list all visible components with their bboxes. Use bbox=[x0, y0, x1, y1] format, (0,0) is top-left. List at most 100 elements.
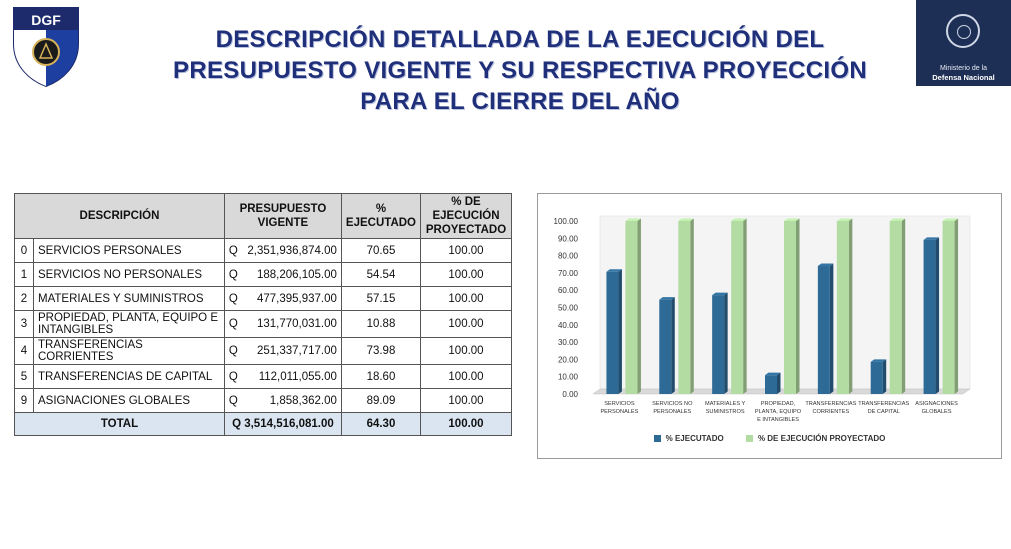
x-category-label: DE CAPITAL bbox=[868, 409, 900, 415]
row-projected-pct: 100.00 bbox=[420, 310, 512, 338]
row-projected-pct: 100.00 bbox=[420, 262, 512, 287]
amount-value: 2,351,936,874.00 bbox=[247, 244, 337, 257]
header-ejecutado: % EJECUTADO bbox=[340, 193, 422, 239]
bar-proyectado-top bbox=[678, 218, 694, 221]
row-projected-pct: 100.00 bbox=[420, 388, 512, 413]
table-header-row: DESCRIPCIÓN PRESUPUESTO VIGENTE % EJECUT… bbox=[14, 193, 512, 239]
row-number: 2 bbox=[14, 286, 34, 311]
bar-proyectado bbox=[889, 221, 902, 394]
currency-symbol: Q bbox=[228, 292, 238, 305]
amount-value: 477,395,937.00 bbox=[256, 292, 337, 305]
y-tick-label: 100.00 bbox=[554, 217, 579, 226]
row-amount: Q 251,337,717.00 bbox=[223, 337, 342, 365]
page-title: DESCRIPCIÓN DETALLADA DE LA EJECUCIÓN DE… bbox=[173, 26, 867, 115]
bar-ejecutado-top bbox=[870, 359, 887, 362]
chart-svg: 0.00 10.00 20.00 30.00 40.00 50.00 60.00 70.00 8… bbox=[554, 215, 971, 423]
bar-proyectado bbox=[836, 221, 849, 394]
table-row: 0 SERVICIOS PERSONALES Q 2,351,936,874.00 70… bbox=[14, 238, 512, 263]
bar-ejecutado-side bbox=[671, 297, 675, 394]
bar-ejecutado bbox=[765, 375, 777, 394]
row-amount: Q 2,351,936,874.00 bbox=[223, 238, 342, 263]
table-row: 9 ASIGNACIONES GLOBALES Q 1,858,362.00 89.09… bbox=[14, 388, 512, 413]
row-description: MATERIALES Y SUMINISTROS bbox=[33, 286, 225, 311]
header-descripcion: DESCRIPCIÓN bbox=[14, 193, 225, 239]
x-category-label: TRANSFERENCIAS bbox=[858, 401, 909, 407]
bar-proyectado-top bbox=[942, 218, 959, 221]
x-category-label: CORRIENTES bbox=[813, 409, 850, 415]
row-executed-pct: 18.60 bbox=[340, 364, 422, 389]
x-category-label: TRANSFERENCIAS bbox=[805, 401, 856, 407]
y-tick-label: 20.00 bbox=[558, 355, 579, 364]
bar-proyectado bbox=[784, 221, 796, 394]
row-number: 3 bbox=[14, 310, 34, 338]
bar-proyectado-top bbox=[731, 218, 747, 221]
bar-proyectado-top bbox=[836, 218, 853, 221]
currency-symbol: Q bbox=[228, 244, 238, 257]
legend-item-proyectado: % DE EJECUCIÓN PROYECTADO bbox=[745, 434, 886, 443]
budget-table: DESCRIPCIÓN PRESUPUESTO VIGENTE % EJECUT… bbox=[14, 193, 512, 436]
bar-ejecutado-top bbox=[923, 237, 940, 240]
x-category-label: SERVICIOS bbox=[604, 401, 635, 407]
row-projected-pct: 100.00 bbox=[420, 337, 512, 365]
row-projected-pct: 100.00 bbox=[420, 286, 512, 311]
bar-ejecutado-side bbox=[724, 292, 728, 394]
row-projected-pct: 100.00 bbox=[420, 238, 512, 263]
row-number: 0 bbox=[14, 238, 34, 263]
amount-value: 131,770,031.00 bbox=[256, 318, 337, 330]
row-executed-pct: 57.15 bbox=[340, 286, 422, 311]
bar-ejecutado-side bbox=[777, 372, 781, 394]
currency-symbol: Q bbox=[228, 345, 238, 357]
bar-ejecutado bbox=[606, 271, 619, 394]
currency-symbol: Q bbox=[228, 268, 238, 281]
row-amount: Q 1,858,362.00 bbox=[223, 388, 342, 413]
legend-swatch-proyectado bbox=[745, 435, 753, 443]
bar-ejecutado-top bbox=[817, 263, 834, 267]
bar-proyectado-side bbox=[954, 218, 959, 394]
bar-ejecutado bbox=[659, 299, 672, 394]
table-row: 2 MATERIALES Y SUMINISTROS Q 477,395,937.00… bbox=[14, 286, 512, 311]
execution-chart: 0.00 10.00 20.00 30.00 40.00 50.00 60.00 70.00 8… bbox=[537, 193, 1002, 459]
table-row: 5 TRANSFERENCIAS DE CAPITAL Q 112,011,055.0… bbox=[14, 364, 512, 389]
row-executed-pct: 10.88 bbox=[340, 310, 422, 338]
header-presupuesto: PRESUPUESTO VIGENTE bbox=[223, 193, 342, 239]
amount-value: 251,337,717.00 bbox=[256, 345, 337, 357]
amount-value: 188,206,105.00 bbox=[256, 268, 337, 281]
bar-proyectado-side bbox=[796, 218, 800, 394]
currency-symbol: Q bbox=[228, 394, 238, 407]
chart-floor bbox=[592, 388, 971, 395]
row-amount: Q 131,770,031.00 bbox=[223, 310, 342, 338]
legend-label-ejecutado: % EJECUTADO bbox=[665, 434, 724, 443]
legend-item-ejecutado: % EJECUTADO bbox=[653, 434, 724, 443]
bar-proyectado-top bbox=[625, 218, 641, 221]
row-amount: Q 188,206,105.00 bbox=[223, 262, 342, 287]
y-tick-label: 30.00 bbox=[558, 338, 579, 347]
amount-value: 1,858,362.00 bbox=[269, 394, 337, 407]
bar-ejecutado-top bbox=[712, 292, 728, 296]
x-category-label: ASIGNACIONES bbox=[915, 401, 958, 407]
total-label: TOTAL bbox=[14, 412, 225, 436]
bar-ejecutado bbox=[817, 266, 830, 394]
dgf-logo: DGF bbox=[13, 7, 79, 88]
bar-proyectado-side bbox=[743, 218, 747, 394]
bar-proyectado bbox=[731, 221, 744, 394]
bar-ejecutado bbox=[870, 361, 883, 394]
ministry-line2: Defensa Nacional bbox=[932, 73, 995, 82]
bar-ejecutado-side bbox=[935, 237, 940, 394]
total-amount: Q 3,514,516,081.00 bbox=[223, 412, 342, 436]
y-tick-label: 60.00 bbox=[558, 286, 579, 295]
coat-of-arms-icon bbox=[946, 14, 980, 48]
bar-ejecutado-top bbox=[765, 372, 781, 376]
row-number: 1 bbox=[14, 262, 34, 287]
row-amount: Q 477,395,937.00 bbox=[223, 286, 342, 311]
table-row: 3 PROPIEDAD, PLANTA, EQUIPO E INTANGIBLES… bbox=[14, 310, 512, 338]
x-category-label: PERSONALES bbox=[653, 409, 691, 415]
bar-proyectado-side bbox=[848, 218, 853, 394]
legend-label-proyectado: % DE EJECUCIÓN PROYECTADO bbox=[757, 434, 886, 443]
row-number: 4 bbox=[14, 337, 34, 365]
bar-ejecutado-top bbox=[606, 269, 622, 272]
dgf-logo-text: DGF bbox=[31, 12, 61, 28]
total-executed-pct: 64.30 bbox=[340, 412, 422, 436]
y-tick-label: 80.00 bbox=[558, 252, 579, 261]
bar-proyectado bbox=[678, 221, 691, 394]
row-amount: Q 112,011,055.00 bbox=[223, 364, 342, 389]
